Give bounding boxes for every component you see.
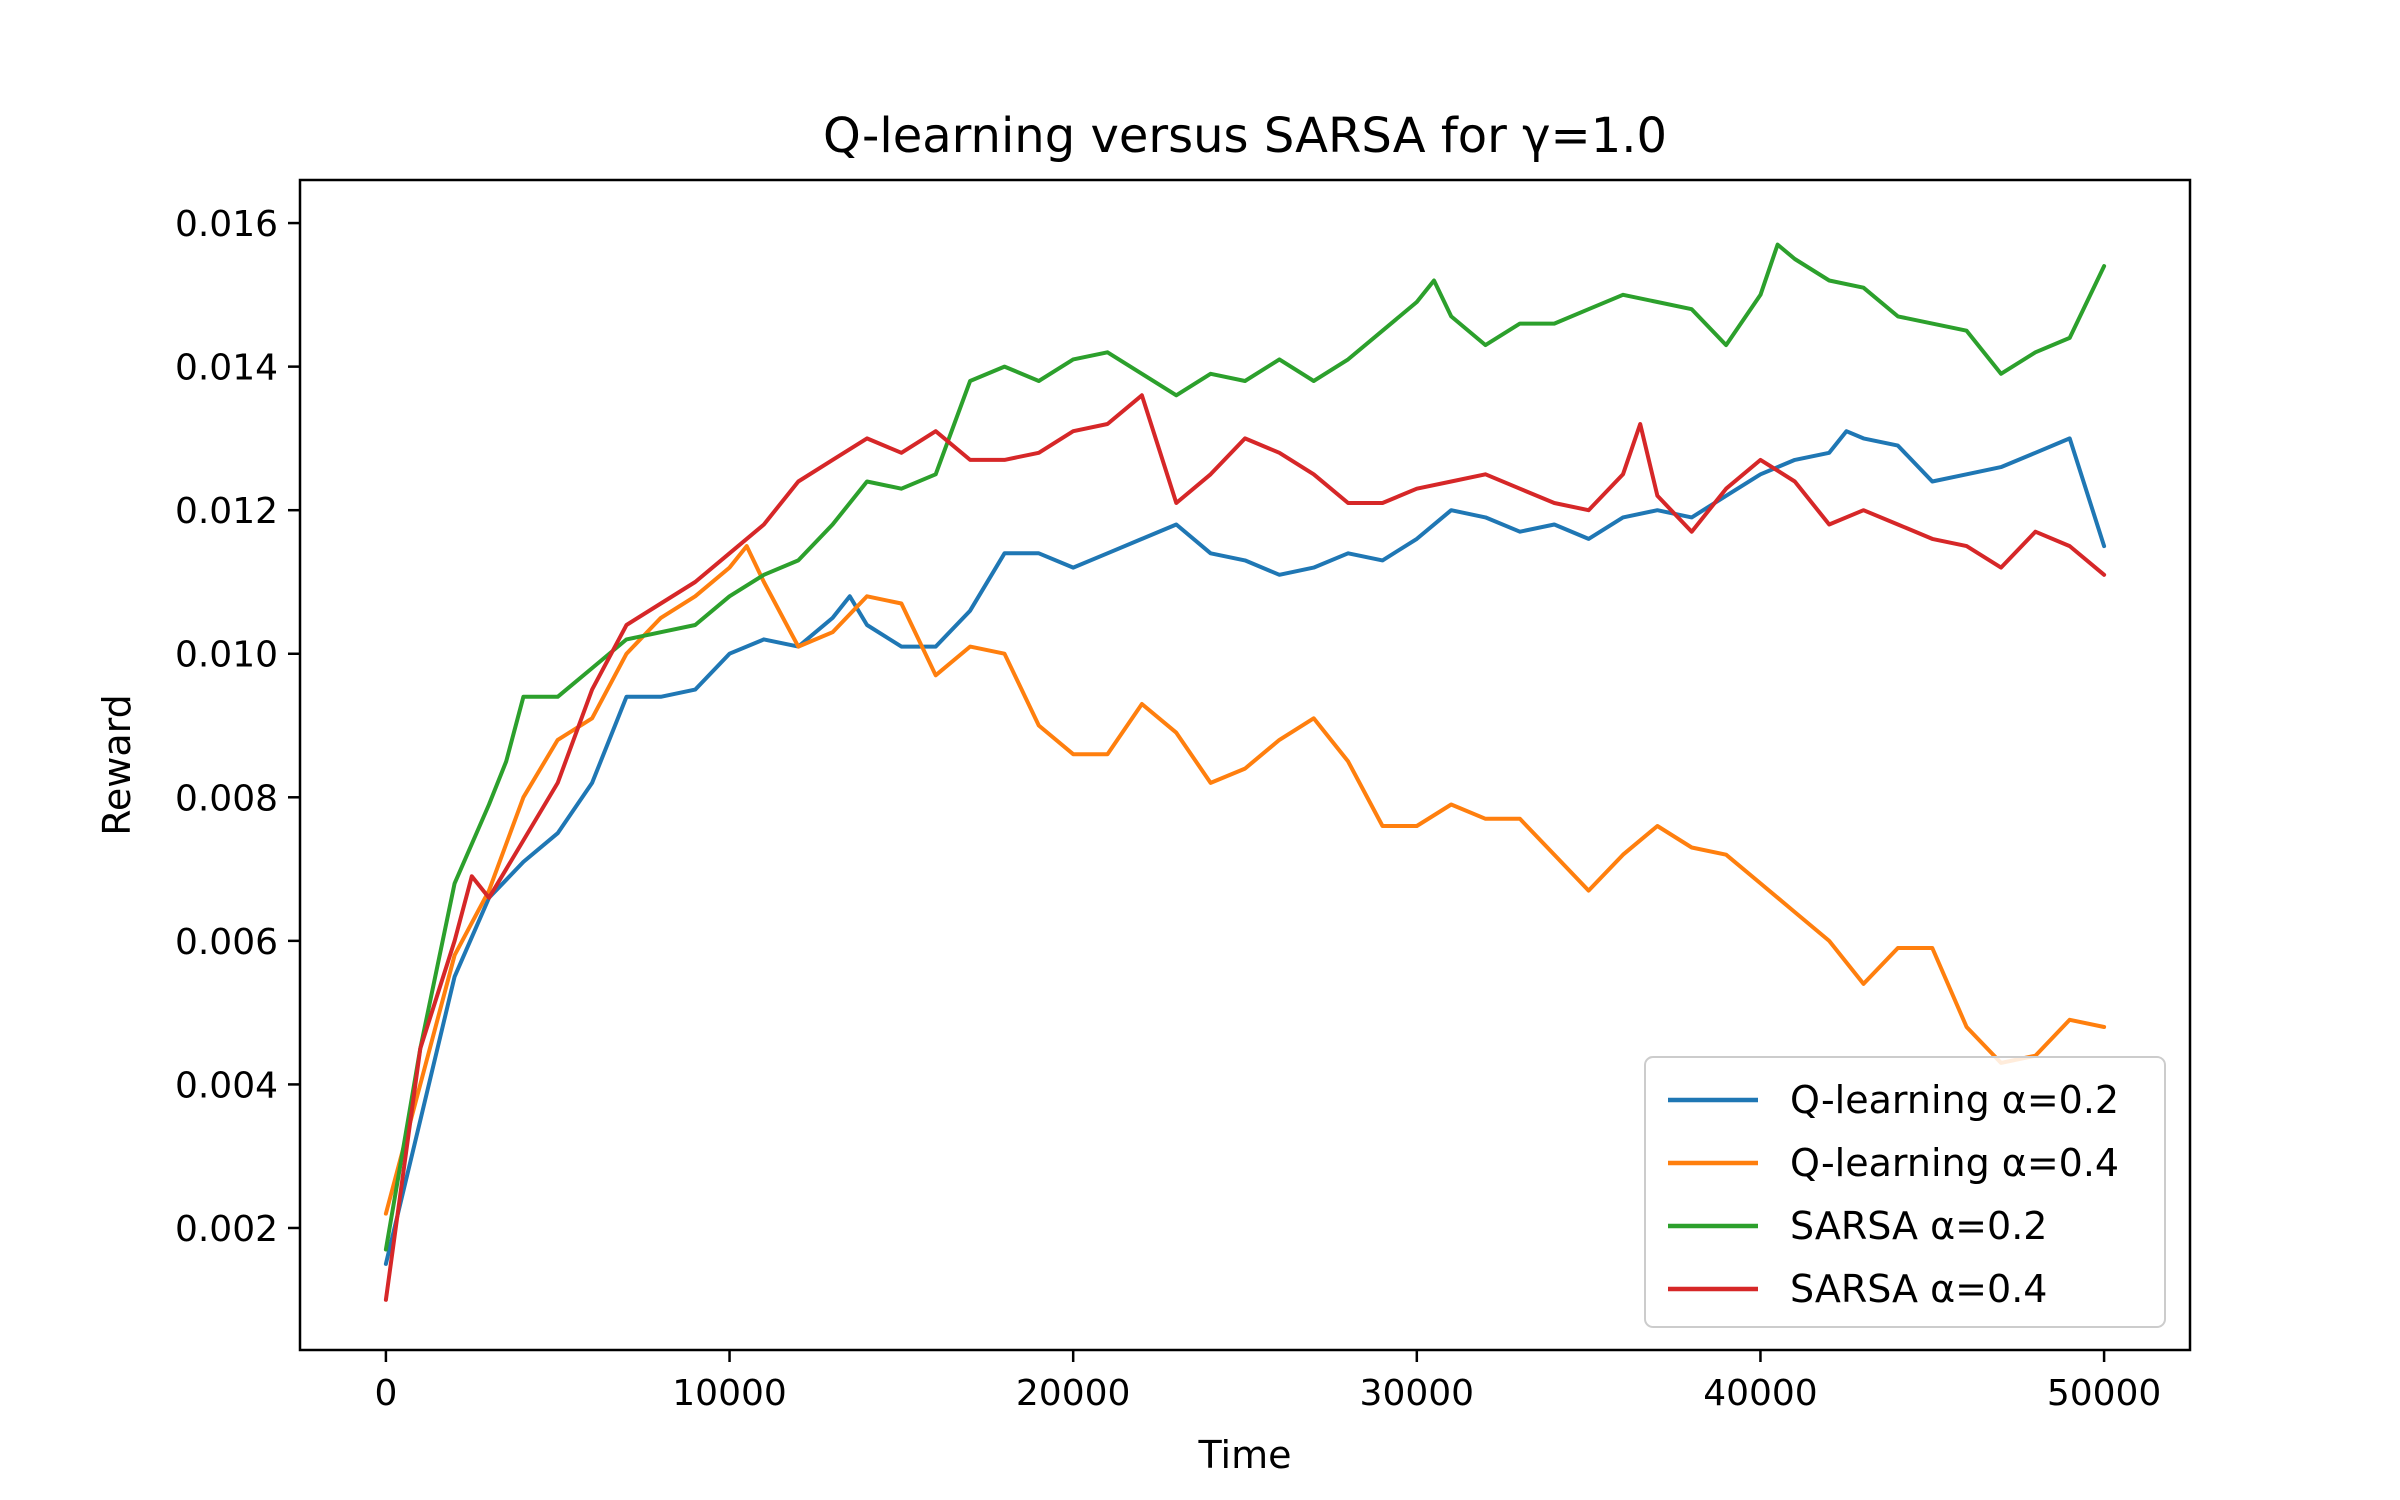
series-layer [383, 242, 2107, 1302]
legend-label-2: Q-learning α=0.4 [1790, 1141, 2119, 1185]
x-axis-label: Time [1198, 1433, 1292, 1477]
series-line-2 [383, 544, 2107, 1216]
y-tick-label: 0.008 [175, 778, 278, 819]
legend-label-4: SARSA α=0.4 [1790, 1267, 2047, 1311]
y-tick-label: 0.004 [175, 1065, 278, 1106]
x-tick-label: 0 [374, 1373, 397, 1414]
plot-area-frame [298, 178, 2192, 1352]
y-tick-label: 0.012 [175, 491, 278, 532]
y-tick-label: 0.006 [175, 922, 278, 963]
x-tick-label: 10000 [672, 1373, 787, 1414]
legend-box [1644, 1056, 2166, 1328]
x-tick-label: 30000 [1360, 1373, 1475, 1414]
y-axis: 0.002 0.004 0.006 0.008 0.010 0.012 0.014 0.016 [175, 204, 300, 1250]
y-tick-label: 0.014 [175, 348, 278, 389]
series-line-1 [383, 429, 2107, 1266]
x-tick-label: 20000 [1016, 1373, 1131, 1414]
chart-title: Q-learning versus SARSA for γ=1.0 [823, 108, 1667, 164]
x-tick-label: 50000 [2047, 1373, 2162, 1414]
series-line-4 [383, 393, 2107, 1302]
x-tick-label: 40000 [1703, 1373, 1818, 1414]
series-line-3 [383, 242, 2107, 1252]
y-tick-label: 0.010 [175, 635, 278, 676]
y-axis-label: Reward [95, 694, 139, 836]
legend-label-1: Q-learning α=0.2 [1790, 1078, 2119, 1122]
y-tick-label: 0.002 [175, 1209, 278, 1250]
x-axis: 0 10000 20000 30000 40000 50000 [374, 1350, 2161, 1414]
y-tick-label: 0.016 [175, 204, 278, 245]
legend-label-3: SARSA α=0.2 [1790, 1204, 2047, 1248]
legend: Q-learning α=0.2 Q-learning α=0.4 SARSA α=… [1644, 1056, 2166, 1328]
